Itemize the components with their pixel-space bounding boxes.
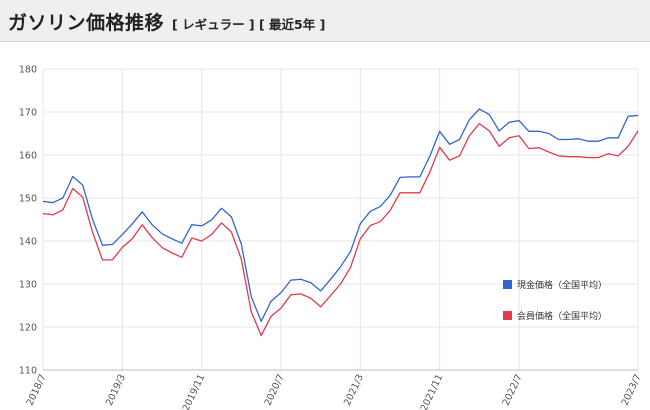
x-tick-label: 2018/7 <box>25 373 49 408</box>
page-header: ガソリン価格推移 [ レギュラー ] [ 最近5年 ] <box>0 0 650 42</box>
legend-swatch-2 <box>503 311 512 320</box>
legend-label-1: 現金価格（全国平均） <box>517 279 607 291</box>
page-subtitle: [ レギュラー ] [ 最近5年 ] <box>172 17 326 32</box>
x-tick-label: 2023/7 <box>620 373 644 408</box>
y-tick-label: 140 <box>19 237 37 248</box>
x-tick-label: 2021/11 <box>419 373 446 410</box>
y-tick-label: 170 <box>19 108 37 119</box>
y-tick-label: 130 <box>19 280 37 291</box>
series-line-2 <box>42 122 639 337</box>
x-tick-label: 2019/11 <box>181 373 208 410</box>
y-tick-label: 160 <box>19 151 37 162</box>
y-tick-label: 180 <box>19 65 37 76</box>
legend-swatch-1 <box>503 280 512 289</box>
x-tick-label: 2019/3 <box>104 373 128 408</box>
series-line-1 <box>42 108 639 323</box>
price-line-chart: 110 120 130 140 150 160 170 180 2018/7 2019/3 2019… <box>19 65 644 410</box>
page-title: ガソリン価格推移 <box>8 12 165 34</box>
x-tick-label: 2020/7 <box>263 373 287 408</box>
x-tick-label: 2021/3 <box>342 373 366 408</box>
y-tick-label: 150 <box>19 194 37 205</box>
x-tick-label: 2022/7 <box>501 373 525 408</box>
y-tick-label: 120 <box>19 323 37 334</box>
y-tick-label: 110 <box>19 366 37 377</box>
legend-label-2: 会員価格（全国平均） <box>517 310 607 322</box>
